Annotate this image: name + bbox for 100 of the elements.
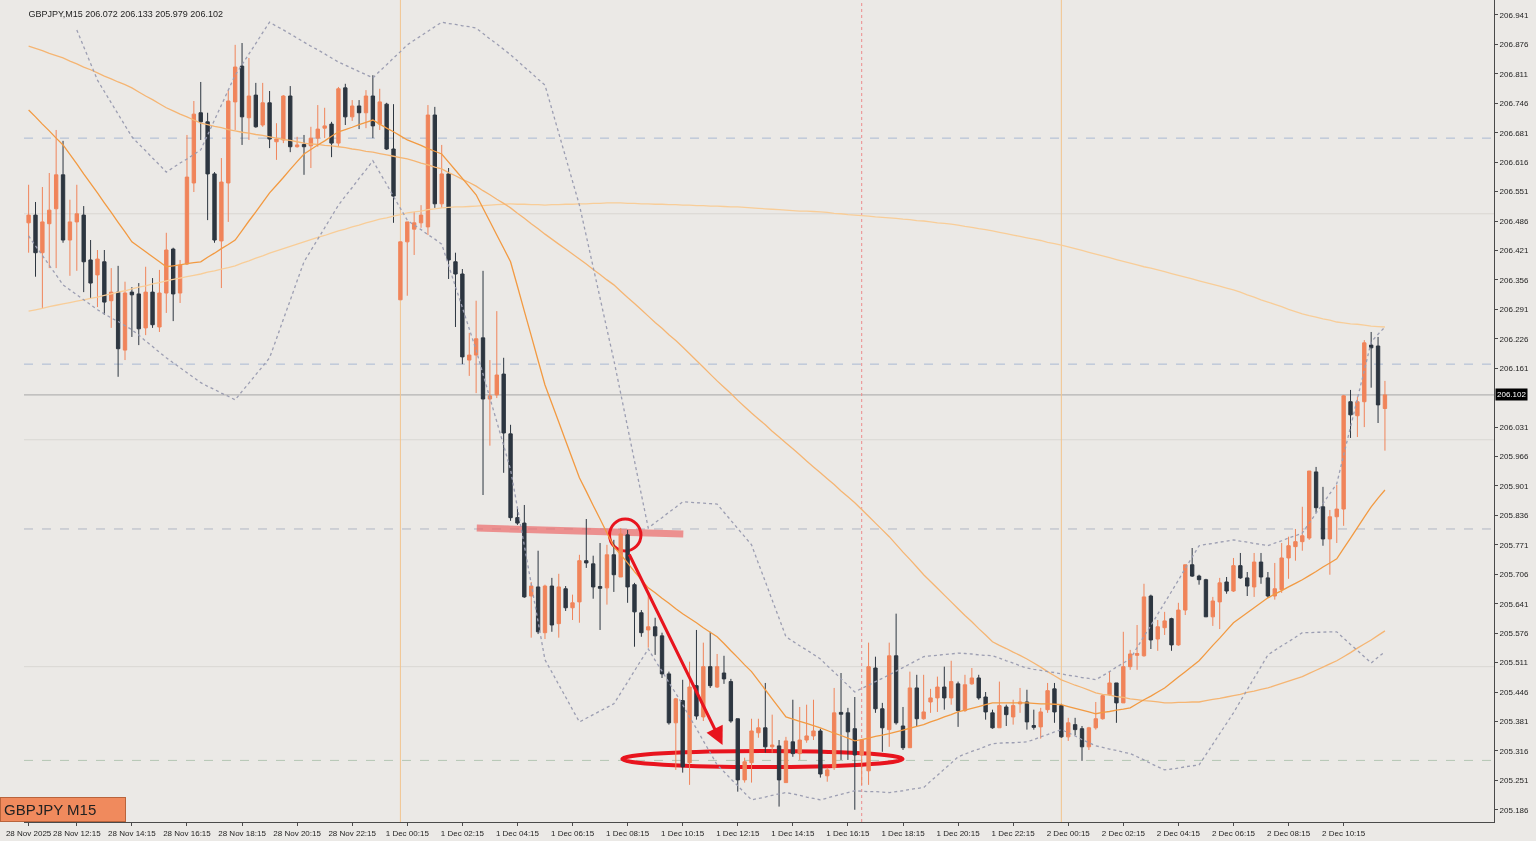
y-tick-label: 206.876: [1499, 40, 1530, 50]
candlestick: [377, 88, 382, 131]
candlestick: [900, 706, 906, 751]
candlestick: [33, 201, 38, 278]
candlestick: [1141, 583, 1147, 658]
y-tick-label: 205.966: [1499, 452, 1530, 462]
candlestick: [783, 736, 789, 784]
candlestick: [907, 671, 913, 749]
candlestick: [639, 609, 644, 638]
candlestick: [288, 85, 293, 153]
candlestick: [976, 674, 981, 701]
candlestick: [322, 107, 327, 139]
candlestick: [1313, 466, 1319, 514]
candlestick: [921, 674, 926, 721]
candlestick: [47, 172, 52, 269]
candlestick: [1258, 552, 1264, 585]
candlestick: [522, 504, 527, 599]
candlestick: [893, 613, 899, 726]
y-tick-label: 206.616: [1499, 157, 1530, 167]
candlestick: [1245, 571, 1250, 597]
y-tick-label: 206.291: [1499, 305, 1530, 315]
y-tick-label: 206.031: [1499, 422, 1530, 432]
candlestick: [563, 585, 568, 612]
candlestick: [797, 706, 802, 761]
y-tick-label: 205.576: [1499, 628, 1530, 638]
candlestick: [652, 617, 658, 656]
candlestick: [721, 655, 727, 685]
candlestick: [659, 632, 665, 679]
candlestick: [501, 357, 506, 474]
candlestick: [508, 424, 513, 522]
candlestick: [1334, 484, 1339, 544]
candlestick: [1327, 509, 1333, 576]
candlestick: [308, 126, 314, 169]
candlestick: [1231, 557, 1236, 593]
candlestick: [763, 682, 768, 754]
x-tick-label: 28 Nov 2025: [5, 828, 52, 838]
candlestick: [1162, 611, 1167, 636]
candlestick: [253, 82, 258, 129]
candlestick: [1300, 506, 1305, 552]
candlestick: [1183, 564, 1188, 616]
candlestick: [171, 247, 176, 322]
candlestick: [949, 660, 954, 706]
candlestick: [873, 656, 878, 714]
candlestick: [425, 104, 431, 236]
candlestick: [529, 581, 534, 639]
candlestick: [542, 584, 548, 640]
candlestick: [1196, 575, 1202, 586]
candlestick: [611, 539, 617, 593]
candlestick: [1320, 486, 1326, 547]
candlestick: [150, 277, 155, 329]
candlestick: [432, 106, 438, 209]
candlestick: [157, 269, 162, 333]
candlestick: [515, 506, 520, 526]
candlestick: [446, 167, 451, 280]
y-tick-label: 205.381: [1499, 717, 1530, 727]
candlestick: [246, 57, 252, 141]
x-tick-label: 1 Dec 22:15: [991, 828, 1036, 838]
candlestick: [625, 529, 630, 604]
candlestick: [1100, 694, 1105, 721]
candlestick: [852, 696, 857, 811]
candlestick: [1121, 631, 1126, 704]
candlestick: [1238, 552, 1243, 580]
candlestick: [1176, 602, 1181, 647]
candlestick: [1286, 536, 1291, 580]
candlestick: [480, 270, 486, 496]
candlestick: [329, 121, 334, 158]
y-tick-label: 206.161: [1499, 364, 1530, 373]
x-tick-label: 2 Dec 04:15: [1156, 828, 1201, 838]
candlestick: [1169, 617, 1174, 652]
candlestick: [1128, 649, 1133, 671]
candlestick: [384, 102, 389, 151]
candlestick: [556, 573, 561, 639]
candlestick: [370, 74, 376, 139]
candlestick: [1210, 596, 1216, 627]
candlestick: [60, 140, 66, 244]
candlestick: [281, 94, 286, 144]
y-tick-label: 205.316: [1499, 746, 1530, 756]
candlestick: [411, 211, 417, 256]
candlestick: [680, 679, 685, 774]
candlestick: [356, 99, 362, 130]
candlestick: [405, 221, 410, 297]
text: GBPJPY,M15 206.072 206.133 205.979 206.102: [28, 9, 223, 20]
candlestick: [618, 527, 623, 578]
annotation: GBPJPY M15: [4, 801, 97, 818]
candlestick: [577, 554, 582, 624]
x-tick-label: 2 Dec 10:15: [1322, 828, 1366, 838]
y-tick-label: 206.681: [1499, 128, 1530, 138]
candlestick: [129, 286, 135, 338]
candlestick: [109, 267, 114, 329]
candlestick: [1307, 470, 1312, 541]
candlestick: [935, 676, 940, 713]
candlestick: [584, 518, 589, 569]
y-tick-label: 206.226: [1499, 334, 1530, 344]
candlestick: [831, 687, 837, 771]
candlestick: [535, 550, 541, 635]
candlestick: [990, 709, 995, 730]
candlestick: [1072, 717, 1078, 736]
candlestick: [1066, 717, 1071, 742]
x-tick-label: 28 Nov 22:15: [328, 828, 377, 838]
candlestick: [955, 681, 961, 728]
